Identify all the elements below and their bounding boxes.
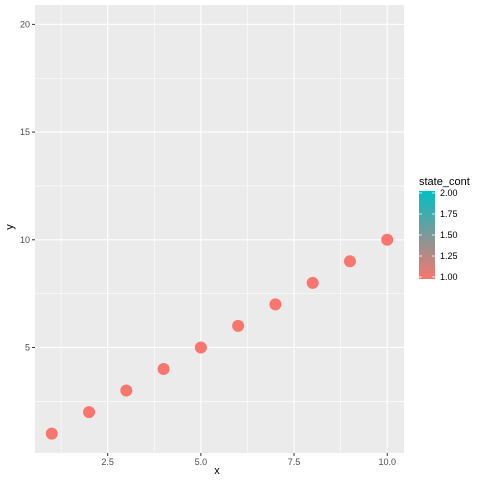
legend-tick-label: 2.00 [440, 188, 458, 198]
data-point [269, 298, 282, 311]
x-tick-label: 5.0 [195, 457, 208, 467]
data-points [45, 233, 394, 440]
data-point [306, 276, 319, 289]
y-axis-title: y [4, 224, 16, 230]
legend: state_cont 1.00 1.25 1.50 1.75 2.00 [419, 176, 470, 282]
data-point [120, 384, 133, 397]
y-tick-label: 20 [20, 19, 30, 29]
x-tick-label: 2.5 [101, 457, 114, 467]
data-point [157, 363, 170, 375]
y-axis: 5 10 15 20 [20, 19, 35, 352]
data-point [45, 427, 58, 440]
legend-tick-label: 1.75 [440, 209, 458, 219]
x-tick-label: 10.0 [378, 457, 396, 467]
x-axis: 2.5 5.0 7.5 10.0 [101, 453, 396, 467]
legend-tick-label: 1.50 [440, 230, 458, 240]
data-point [232, 319, 245, 332]
legend-tick-label: 1.25 [440, 251, 458, 261]
data-point [381, 233, 394, 246]
x-axis-title: x [214, 465, 220, 477]
legend-tick-label: 1.00 [440, 272, 458, 282]
grid-lines [35, 5, 404, 453]
legend-ticks: 1.00 1.25 1.50 1.75 2.00 [419, 188, 458, 282]
legend-title: state_cont [419, 176, 470, 188]
y-tick-label: 10 [20, 235, 30, 245]
plot-panel [35, 5, 404, 453]
x-tick-label: 7.5 [288, 457, 301, 467]
legend-colorbar [419, 191, 435, 279]
data-point [343, 255, 356, 268]
y-tick-label: 5 [25, 342, 30, 352]
data-point [194, 341, 207, 354]
y-tick-label: 15 [20, 127, 30, 137]
data-point [83, 406, 96, 419]
